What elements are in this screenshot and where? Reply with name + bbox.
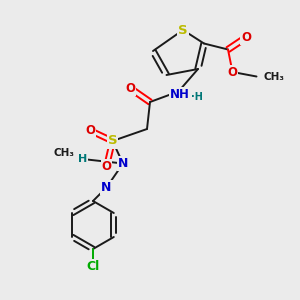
- Text: Cl: Cl: [86, 260, 100, 273]
- Text: H: H: [78, 154, 87, 164]
- Text: N: N: [118, 157, 128, 170]
- Text: S: S: [178, 23, 188, 37]
- Text: O: O: [101, 160, 112, 173]
- Text: O: O: [85, 124, 95, 137]
- Text: CH₃: CH₃: [264, 71, 285, 82]
- Text: S: S: [108, 134, 117, 148]
- Text: CH₃: CH₃: [54, 148, 75, 158]
- Text: NH: NH: [170, 88, 190, 101]
- Text: O: O: [125, 82, 136, 95]
- Text: O: O: [241, 31, 251, 44]
- Text: O: O: [227, 65, 238, 79]
- Text: ·H: ·H: [191, 92, 203, 102]
- Text: N: N: [101, 181, 112, 194]
